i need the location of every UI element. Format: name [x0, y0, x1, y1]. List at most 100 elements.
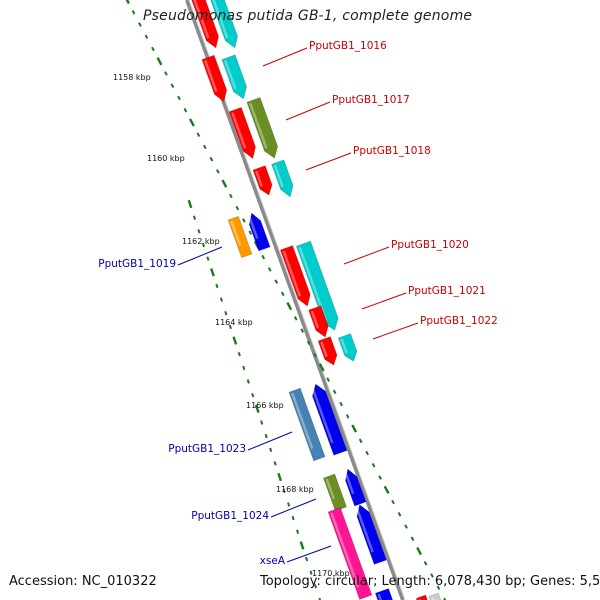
gene-feature-arrow: [311, 383, 348, 456]
tick-mark: [404, 524, 408, 529]
tick-mark: [416, 546, 422, 556]
tick-mark: [232, 336, 238, 345]
tick-mark: [242, 365, 246, 371]
gene-feature-arrow: [228, 106, 256, 159]
tick-mark: [209, 156, 214, 162]
tick-mark: [299, 541, 305, 550]
tick-mark: [371, 463, 376, 468]
genome-stats: Topology: circular; Length: 6,078,430 bp;…: [260, 574, 600, 589]
tick-track-outer: [125, 0, 447, 600]
tick-mark: [260, 420, 264, 425]
tick-mark: [125, 0, 130, 5]
tick-mark: [277, 472, 283, 482]
gene-feature-arrow: [308, 305, 329, 338]
gene-label[interactable]: PputGB1_1018: [353, 145, 431, 157]
label-leader-line: [343, 246, 390, 265]
tick-mark: [443, 597, 447, 600]
tick-mark: [318, 363, 325, 372]
tick-mark: [313, 352, 317, 358]
genes-text: Genes: 5,506: [530, 574, 600, 589]
label-leaders: [177, 47, 419, 563]
gene-feature-arrow: [288, 387, 326, 462]
tick-mark: [197, 229, 201, 234]
gene-labels: PputGB1_1016 PputGB1_1017 PputGB1_1018 Pput…: [98, 40, 498, 567]
tick-mark: [318, 597, 322, 600]
tick-track-inner: [187, 199, 322, 600]
gene-feature-arrow: [337, 333, 358, 362]
gene-feature-arrow: [204, 0, 238, 49]
tick-mark: [246, 379, 250, 384]
tick-mark: [216, 169, 220, 174]
label-leader-line: [305, 152, 352, 171]
tick-mark: [280, 291, 285, 297]
tick-mark: [183, 107, 188, 113]
tick-mark: [326, 377, 330, 382]
tick-mark: [313, 584, 318, 589]
gene-feature-arrow: [355, 504, 387, 565]
gene-feature-arrow: [201, 54, 228, 103]
label-leader-line: [262, 47, 308, 67]
map-title: Pseudomonas putida GB-1, complete genome: [143, 8, 473, 24]
label-leader-line: [361, 292, 407, 310]
gene-label[interactable]: PputGB1_1020: [391, 239, 469, 251]
tick-mark: [261, 254, 266, 260]
tick-mark: [215, 283, 219, 289]
tick-mark: [177, 95, 181, 101]
gene-feature-arrow: [374, 588, 400, 600]
gene-label[interactable]: PputGB1_1022: [420, 315, 498, 327]
tick-mark: [242, 218, 246, 223]
tick-mark: [151, 46, 155, 52]
gene-feature-arrow: [279, 245, 311, 307]
tick-mark: [345, 414, 350, 419]
tick-labels: 1158 kbp 1160 kbp 1162 kbp 1164 kbp 1166 kbp…: [113, 73, 350, 578]
tick-mark: [274, 279, 279, 284]
gene-label[interactable]: PputGB1_1024: [191, 510, 269, 522]
label-leader-line: [286, 545, 332, 563]
tick-mark: [282, 488, 286, 494]
tick-label: 1162 kbp: [182, 237, 220, 246]
tick-mark: [156, 57, 163, 66]
length-text: Length: 6,078,430 bp;: [381, 574, 527, 589]
tick-mark: [410, 536, 415, 541]
tick-mark: [138, 22, 142, 27]
tick-mark: [351, 424, 358, 433]
label-leader-line: [270, 498, 317, 518]
tick-label: 1158 kbp: [113, 73, 151, 82]
tick-mark: [423, 561, 428, 566]
gene-label[interactable]: PputGB1_1017: [332, 94, 410, 106]
tick-label: 1170 kbp: [312, 569, 350, 578]
gene-label[interactable]: PputGB1_1023: [168, 443, 246, 455]
tick-mark: [293, 316, 298, 321]
tick-mark: [300, 328, 305, 333]
tick-mark: [221, 179, 228, 188]
gene-feature-arrow: [252, 165, 273, 196]
tick-mark: [430, 573, 434, 578]
gene-feature-arrow: [221, 54, 247, 100]
tick-mark: [219, 297, 223, 302]
gene-feature-arrow: [185, 0, 219, 49]
tick-mark: [273, 461, 277, 466]
tick-mark: [296, 529, 300, 534]
tick-mark: [391, 499, 395, 505]
tick-mark: [187, 199, 193, 209]
tick-mark: [332, 389, 337, 395]
tick-mark: [339, 401, 343, 407]
tick-label: 1164 kbp: [215, 318, 253, 327]
gene-label[interactable]: PputGB1_1016: [309, 40, 387, 52]
label-leader-line: [372, 322, 419, 340]
tick-mark: [164, 71, 168, 76]
tick-label: 1166 kbp: [246, 401, 284, 410]
gene-label[interactable]: PputGB1_1019: [98, 258, 176, 270]
gene-label[interactable]: xseA: [260, 555, 286, 567]
tick-mark: [264, 433, 268, 439]
label-leader-line: [285, 101, 331, 121]
gene-feature-arrow: [227, 215, 253, 259]
tick-label: 1160 kbp: [147, 154, 185, 163]
tick-mark: [237, 351, 241, 357]
tick-mark: [192, 215, 197, 220]
gene-feature-arrow: [415, 594, 432, 600]
gene-label[interactable]: PputGB1_1021: [408, 285, 486, 297]
tick-mark: [210, 268, 215, 277]
tick-mark: [291, 515, 295, 521]
